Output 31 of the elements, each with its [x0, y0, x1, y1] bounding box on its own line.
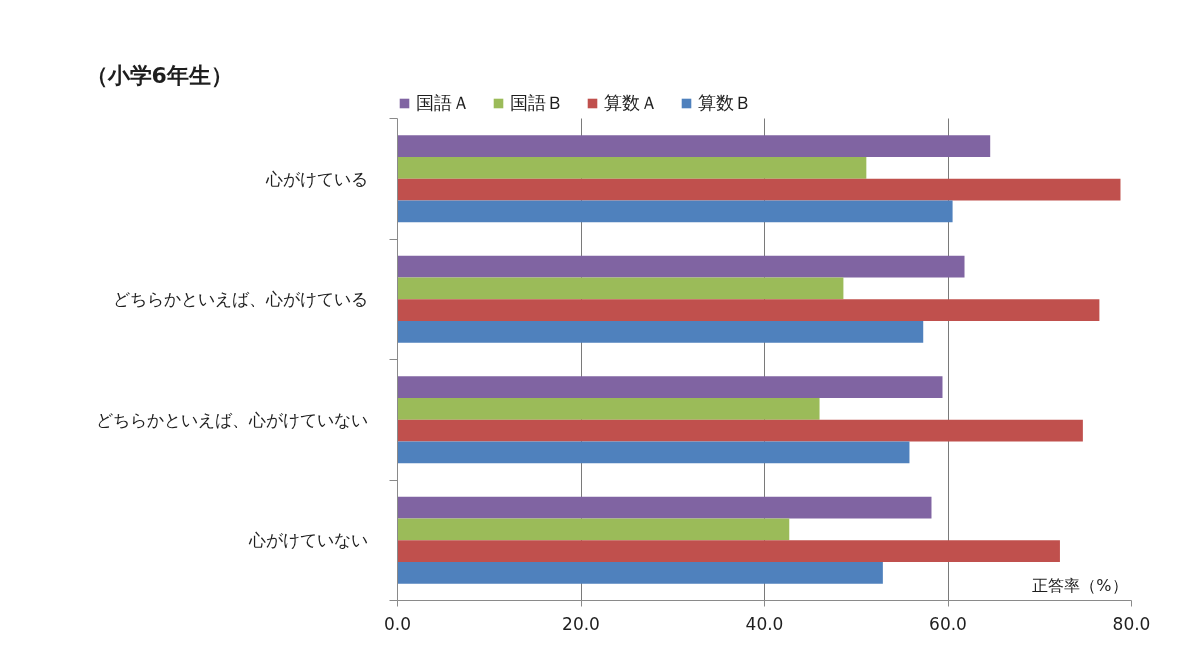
legend-label: 国語Ａ — [416, 91, 470, 115]
bar — [397, 518, 790, 541]
bar — [397, 376, 943, 399]
bar — [397, 398, 820, 420]
bar — [397, 419, 1083, 442]
x-tick-label: 40.0 — [745, 613, 784, 634]
bar — [397, 496, 932, 519]
y-tick-label: どちらかといえば、心がけていない — [95, 409, 368, 430]
legend-label: 算数Ａ — [604, 91, 658, 115]
x-axis-title: 正答率（%） — [1032, 575, 1128, 595]
x-tick-label: 60.0 — [929, 613, 967, 634]
bar — [397, 540, 1060, 562]
bar — [397, 299, 1100, 321]
x-tick-label: 0.0 — [383, 613, 412, 634]
legend-label: 算数Ｂ — [698, 91, 752, 115]
x-tick-label: 80.0 — [1112, 613, 1151, 634]
bar — [397, 157, 867, 179]
legend-label: 国語Ｂ — [510, 91, 564, 115]
y-tick-label: 心がけていない — [247, 530, 368, 551]
y-tick-label: どちらかといえば、心がけている — [112, 289, 368, 310]
bar — [397, 320, 924, 343]
bar — [397, 561, 883, 584]
y-tick-label: 心がけている — [264, 168, 368, 189]
bar — [397, 200, 953, 223]
x-tick-label: 20.0 — [562, 613, 600, 634]
bar — [397, 135, 991, 158]
text: （小学6年生） — [85, 62, 233, 88]
bar — [397, 255, 965, 278]
bar — [397, 277, 844, 300]
bar — [397, 178, 1121, 201]
bar — [397, 441, 910, 464]
